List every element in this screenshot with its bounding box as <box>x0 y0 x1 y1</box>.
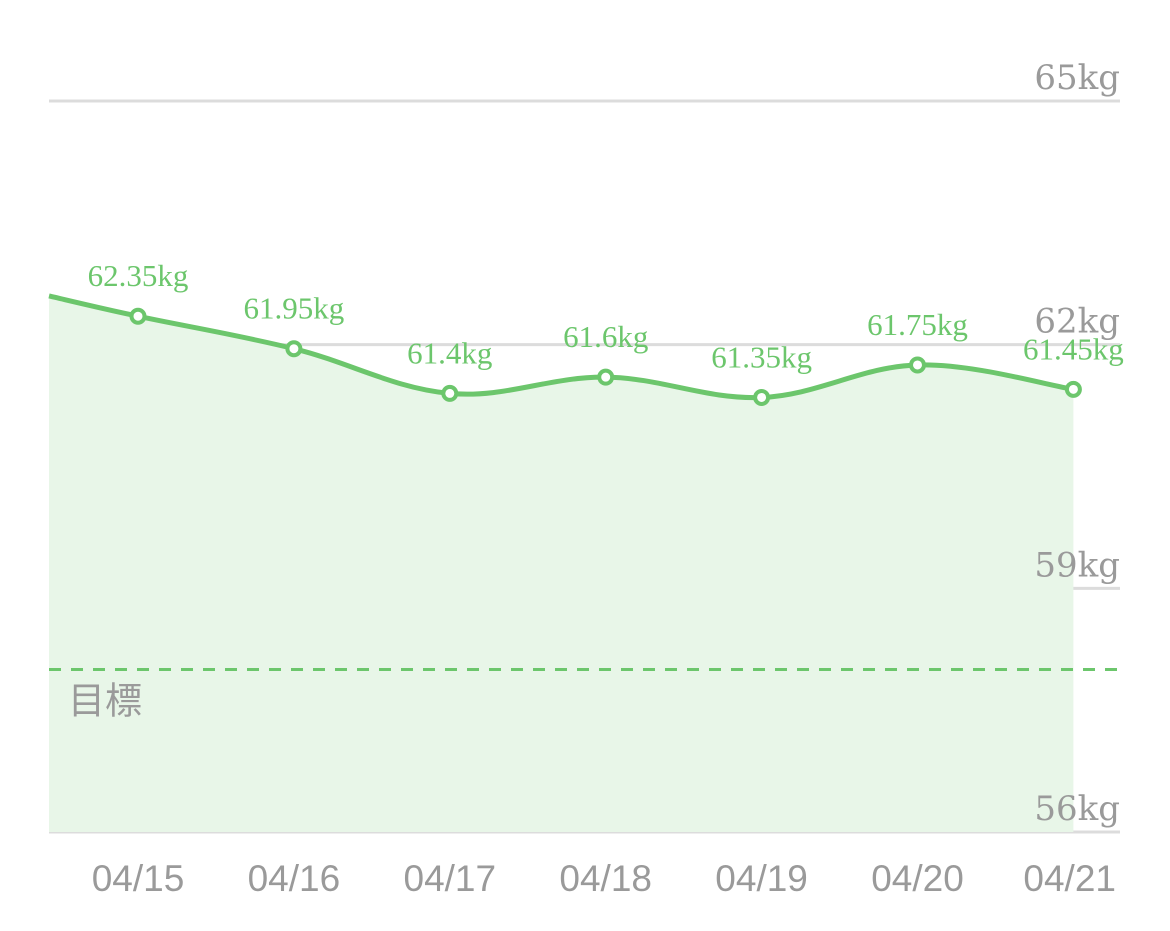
x-tick-label-04/16: 04/16 <box>248 858 341 899</box>
x-tick-label-04/18: 04/18 <box>559 858 652 899</box>
data-point-04/19[interactable] <box>753 388 771 406</box>
goal-layer: 目標 <box>49 668 1120 723</box>
x-tick-label-04/19: 04/19 <box>715 858 808 899</box>
y-axis-labels: 65kg 62kg 59kg 56kg <box>1034 58 1120 829</box>
y-tick-label-62: 62kg <box>1034 302 1120 342</box>
data-point-04/15[interactable] <box>129 307 147 325</box>
data-label-04/21: 61.45kg <box>1023 331 1124 366</box>
data-label-04/20: 61.75kg <box>867 307 968 342</box>
point-layer <box>129 307 1082 406</box>
data-label-04/18: 61.6kg <box>563 319 648 354</box>
x-tick-label-04/21: 04/21 <box>1023 858 1116 899</box>
x-axis-labels: 04/15 04/16 04/17 04/18 04/19 04/20 04/21 <box>92 858 1116 899</box>
data-label-04/19: 61.35kg <box>711 339 812 374</box>
x-tick-label-04/17: 04/17 <box>404 858 497 899</box>
data-point-04/16[interactable] <box>285 340 303 358</box>
data-point-04/17[interactable] <box>441 384 459 402</box>
data-point-04/18[interactable] <box>597 368 615 386</box>
line-layer <box>48 293 1074 401</box>
series-line <box>48 293 1074 401</box>
area-layer <box>49 295 1074 832</box>
x-tick-label-04/15: 04/15 <box>92 858 185 899</box>
series-area <box>49 295 1074 832</box>
data-point-04/21[interactable] <box>1064 380 1082 398</box>
label-layer: 62.35kg 61.95kg 61.4kg 61.6kg 61.35kg 61.75kg… <box>88 258 1124 374</box>
data-point-04/20[interactable] <box>909 356 926 374</box>
y-tick-label-65: 65kg <box>1034 58 1120 98</box>
data-label-04/16: 61.95kg <box>244 291 345 326</box>
goal-label: 目標 <box>68 680 142 723</box>
y-tick-label-56: 56kg <box>1034 789 1120 829</box>
y-tick-label-59: 59kg <box>1034 545 1120 585</box>
data-label-04/15: 62.35kg <box>88 258 189 293</box>
x-tick-label-04/20: 04/20 <box>871 858 964 899</box>
data-label-04/17: 61.4kg <box>407 335 492 370</box>
